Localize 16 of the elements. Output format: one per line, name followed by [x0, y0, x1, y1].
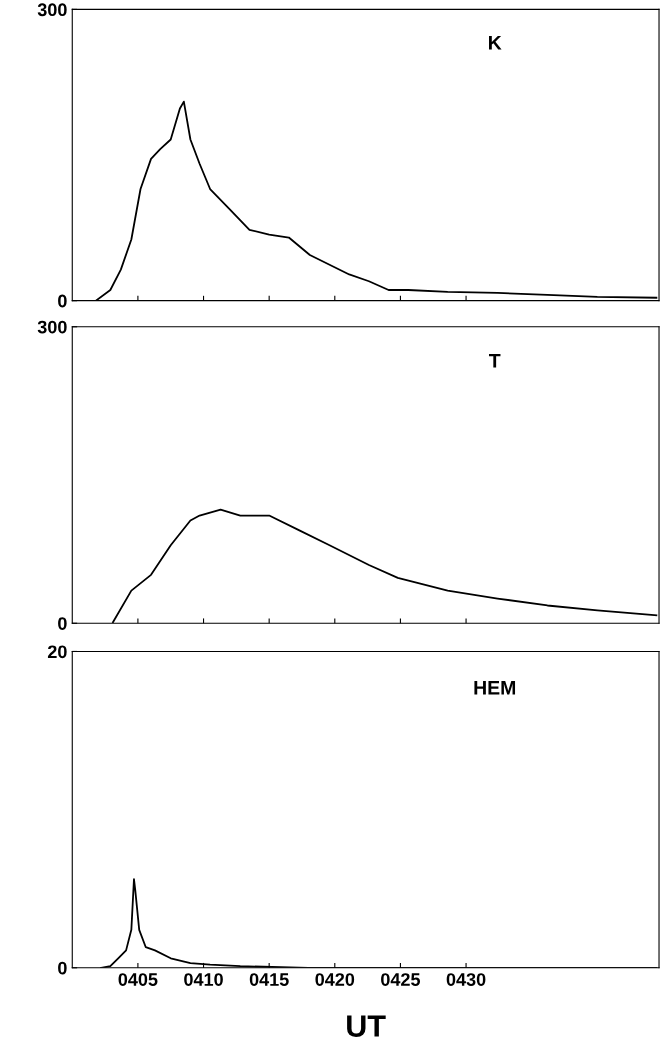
- y-tick-label: 0: [58, 617, 67, 630]
- annotation: T: [489, 354, 501, 368]
- x-tick-label: 0415: [249, 973, 289, 986]
- annotation: HEM: [474, 681, 516, 695]
- y-tick-label: 20: [47, 645, 67, 659]
- x-tick-label: 0410: [184, 973, 223, 986]
- x-axis-title: UT: [347, 1015, 386, 1037]
- x-tick-label: 0420: [315, 973, 355, 986]
- x-tick-label: 0430: [446, 973, 486, 986]
- x-tick-label: 0425: [381, 973, 421, 986]
- y-tick-label: 0: [58, 294, 67, 308]
- y-tick-label: 0: [58, 961, 67, 975]
- annotation: K: [489, 36, 502, 50]
- y-tick-label: 300: [37, 3, 67, 17]
- y-tick-label: 300: [37, 320, 67, 334]
- x-tick-label: 0405: [118, 973, 158, 986]
